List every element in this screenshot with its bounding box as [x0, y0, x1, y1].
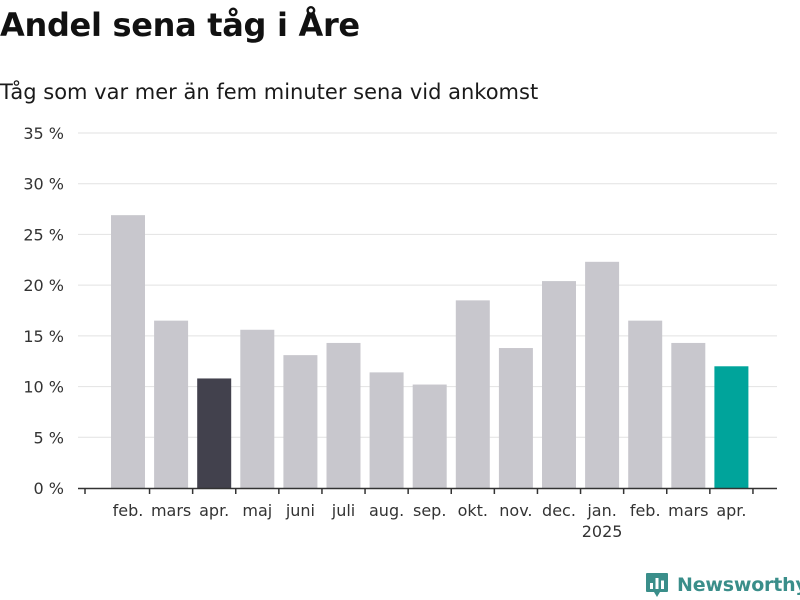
- x-tick-label: aug.: [369, 501, 404, 520]
- y-tick-label: 30 %: [23, 175, 64, 194]
- chart-title: Andel sena tåg i Åre: [0, 6, 360, 44]
- x-tick-label: okt.: [458, 501, 488, 520]
- x-tick-label: juni: [285, 501, 315, 520]
- bar: [369, 372, 404, 488]
- bar: [714, 366, 749, 488]
- x-axis: [78, 487, 777, 494]
- x-year-label: 2025: [582, 522, 623, 541]
- x-tick-label: juli: [331, 501, 355, 520]
- y-tick-label: 15 %: [23, 327, 64, 346]
- x-tick-label: feb.: [113, 501, 144, 520]
- x-tick-label: feb.: [630, 501, 661, 520]
- x-axis-labels: feb. mars apr. maj juni juli aug. sep. okt. nov. d…: [113, 501, 747, 541]
- y-tick-label: 35 %: [23, 124, 64, 143]
- bar: [455, 300, 490, 488]
- x-tick-label: sep.: [413, 501, 446, 520]
- bar: [197, 378, 232, 488]
- x-tick-label: mars: [668, 501, 708, 520]
- x-tick-label: nov.: [499, 501, 532, 520]
- bar: [283, 355, 318, 488]
- bar: [498, 348, 533, 488]
- x-tick-label: dec.: [542, 501, 576, 520]
- y-tick-label: 25 %: [23, 225, 64, 244]
- bar: [585, 261, 620, 488]
- y-axis-labels: 0 % 5 % 10 % 15 % 20 % 25 % 30 % 35 %: [23, 124, 64, 498]
- x-tick-label: mars: [151, 501, 191, 520]
- bar: [111, 215, 145, 488]
- bars: [111, 215, 749, 488]
- x-tick-label: maj: [242, 501, 272, 520]
- x-tick-label: apr.: [716, 501, 746, 520]
- x-tick-label: apr.: [199, 501, 229, 520]
- bar: [154, 320, 189, 488]
- chart-subtitle: Tåg som var mer än fem minuter sena vid …: [0, 80, 539, 104]
- x-tick-label: jan.: [586, 501, 616, 520]
- y-tick-label: 0 %: [34, 479, 64, 498]
- bar: [412, 384, 447, 488]
- bar: [240, 329, 275, 488]
- newsworthy-logo: Newsworthy: [645, 570, 800, 600]
- y-tick-label: 5 %: [34, 428, 64, 447]
- y-tick-label: 20 %: [23, 276, 64, 295]
- newsworthy-logo-text: Newsworthy: [677, 574, 800, 596]
- y-tick-label: 10 %: [23, 378, 64, 397]
- newsworthy-logo-icon: [646, 573, 668, 597]
- bar: [628, 320, 663, 488]
- bar: [542, 281, 576, 488]
- gridlines: [78, 132, 777, 438]
- bar: [326, 342, 361, 488]
- bar: [671, 342, 706, 488]
